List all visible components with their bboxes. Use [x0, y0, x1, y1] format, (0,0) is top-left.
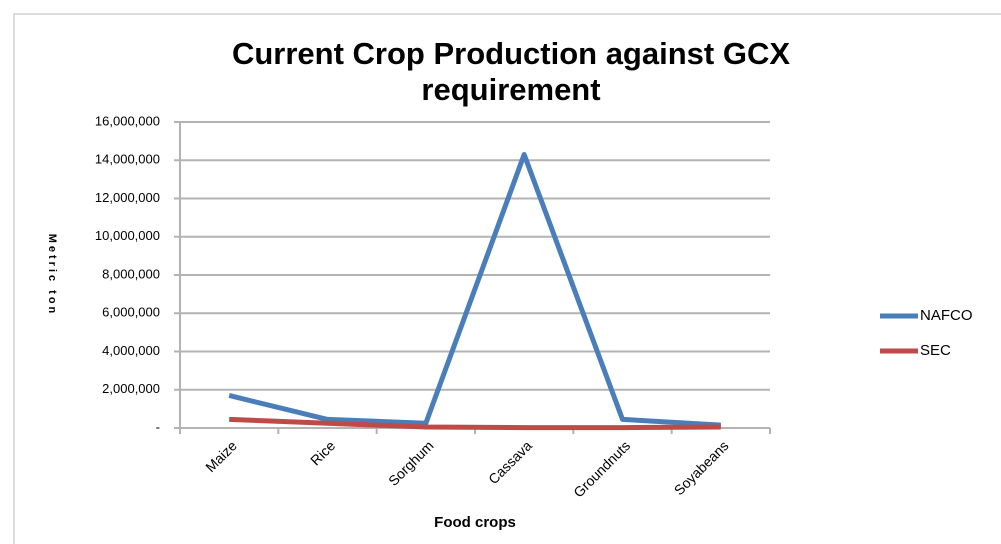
y-tick-label: 16,000,000 — [95, 113, 160, 128]
y-tick-label: 8,000,000 — [102, 266, 160, 281]
x-tick-label: Rice — [307, 437, 338, 468]
legend-label: NAFCO — [920, 307, 973, 324]
chart-title: Current Crop Production against GCX requ… — [231, 36, 791, 107]
legend-label: SEC — [920, 342, 951, 359]
y-tick-label: 12,000,000 — [95, 190, 160, 205]
x-axis-label: Food crops — [434, 514, 516, 531]
x-tick-label: Soyabeans — [671, 437, 732, 498]
y-tick-label: 2,000,000 — [102, 381, 160, 396]
x-tick-label: Cassava — [485, 437, 535, 487]
y-tick-label: 10,000,000 — [95, 228, 160, 243]
y-tick-label: 4,000,000 — [102, 343, 160, 358]
data-line — [228, 152, 721, 428]
y-tick-label: 6,000,000 — [102, 305, 160, 320]
y-tick-label: 14,000,000 — [95, 152, 160, 167]
y-tick-label: - — [156, 419, 160, 434]
y-axis-label: Metric ton — [46, 234, 58, 317]
x-tick-label: Sorghum — [385, 437, 436, 488]
x-tick-label: Maize — [202, 437, 240, 475]
x-tick-label: Groundnuts — [570, 437, 633, 500]
data-line — [229, 416, 721, 431]
chart-frame — [13, 13, 1001, 544]
